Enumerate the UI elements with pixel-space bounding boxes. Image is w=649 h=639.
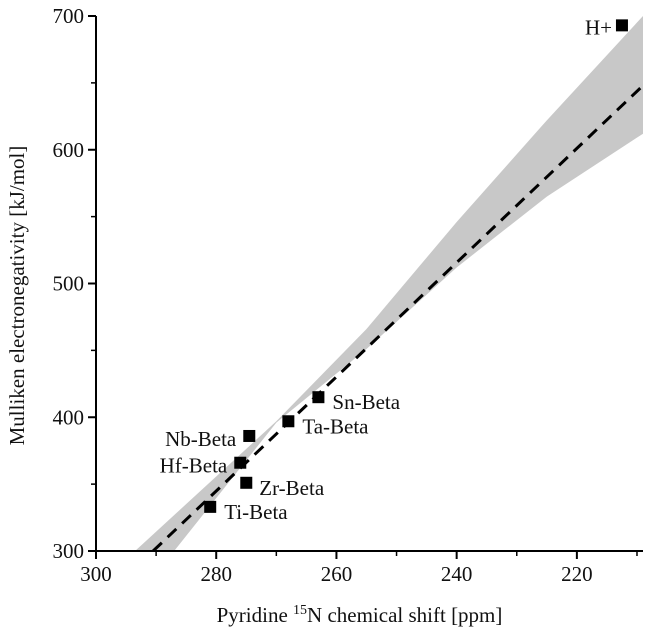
- x-axis-title: Pyridine 15N chemical shift [ppm]: [217, 603, 503, 627]
- x-tick-label: 220: [561, 562, 593, 586]
- point-label-nb-beta: Nb-Beta: [165, 427, 237, 451]
- x-axis-title-suffix: N chemical shift [ppm]: [307, 603, 502, 627]
- x-axis-title-superscript: 15: [293, 603, 307, 618]
- data-point-nb-beta: [243, 429, 256, 442]
- y-axis-title: Mulliken electronegativity [kJ/mol]: [5, 146, 29, 446]
- axes: [88, 15, 643, 559]
- x-tick-label: 260: [321, 562, 353, 586]
- data-point-h: [615, 19, 628, 32]
- plot-area: [135, 16, 643, 551]
- point-label-h: H+: [585, 15, 612, 39]
- point-label-ta-beta: Ta-Beta: [302, 414, 369, 438]
- y-tick-label: 600: [53, 138, 85, 162]
- x-tick-label: 280: [200, 562, 232, 586]
- point-label-hf-beta: Hf-Beta: [160, 454, 228, 478]
- point-label-sn-beta: Sn-Beta: [332, 390, 400, 414]
- y-tick-label: 500: [53, 272, 85, 296]
- y-tick-label: 400: [53, 405, 85, 429]
- data-point-sn-beta: [312, 391, 325, 404]
- y-tick-label: 300: [53, 539, 85, 563]
- data-point-ta-beta: [282, 415, 295, 428]
- y-tick-label: 700: [53, 4, 85, 28]
- data-point-ti-beta: [204, 500, 217, 513]
- x-axis-title-prefix: Pyridine: [217, 603, 293, 627]
- fit-line: [152, 84, 643, 551]
- data-point-hf-beta: [234, 456, 247, 469]
- data-point-zr-beta: [240, 476, 253, 489]
- point-label-ti-beta: Ti-Beta: [224, 500, 288, 524]
- x-tick-label: 240: [441, 562, 473, 586]
- point-label-zr-beta: Zr-Beta: [259, 476, 325, 500]
- x-tick-label: 300: [80, 562, 112, 586]
